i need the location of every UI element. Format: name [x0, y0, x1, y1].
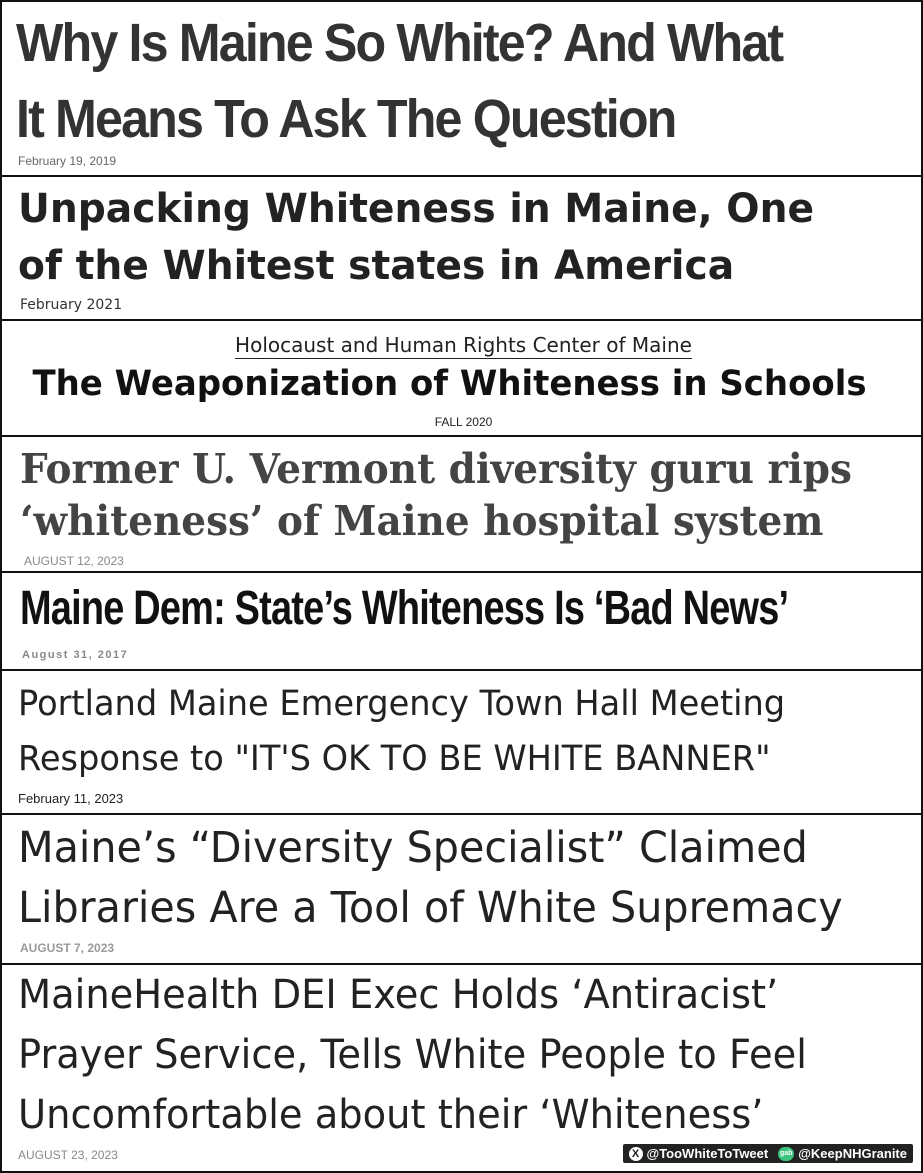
headline-text: MaineHealth DEI Exec Holds ‘Antiracist’ — [18, 972, 779, 1018]
headline-date: February 2021 — [20, 297, 123, 313]
headline-text: Libraries Are a Tool of White Supremacy — [18, 883, 843, 933]
gab-handle: @KeepNHGranite — [798, 1146, 907, 1161]
headline-date: AUGUST 7, 2023 — [20, 941, 115, 955]
x-logo-icon: X — [628, 1146, 643, 1161]
x-handle: @TooWhiteToTweet — [646, 1146, 769, 1161]
headline-text: Maine’s “Diversity Specialist” Claimed — [18, 823, 808, 873]
headline-text: Why Is Maine So White? And What — [16, 13, 784, 73]
headline-date: FALL 2020 — [434, 415, 493, 429]
headline-text: ‘whiteness’ of Maine hospital system — [20, 497, 824, 545]
headline-text: Uncomfortable about their ‘Whiteness’ — [18, 1092, 764, 1138]
social-handles-watermark: X @TooWhiteToTweet gab @KeepNHGranite — [622, 1144, 913, 1163]
headline-text: Former U. Vermont diversity guru rips — [20, 445, 852, 493]
headline-date: February 19, 2019 — [18, 154, 117, 168]
headline-text: of the Whitest states in America — [18, 243, 735, 289]
headline-card-5: Maine Dem: State’s Whiteness Is ‘Bad New… — [0, 571, 923, 671]
gab-logo-icon: gab — [778, 1146, 795, 1161]
source-name: Holocaust and Human Rights Center of Mai… — [2, 333, 921, 359]
headline-card-7: Maine’s “Diversity Specialist” Claimed L… — [0, 813, 923, 965]
headline-text: Response to "IT'S OK TO BE WHITE BANNER" — [18, 739, 771, 779]
headline-card-2: Unpacking Whiteness in Maine, One of the… — [0, 175, 923, 321]
headline-card-4: Former U. Vermont diversity guru rips ‘w… — [0, 435, 923, 573]
headline-card-6: Portland Maine Emergency Town Hall Meeti… — [0, 669, 923, 815]
headline-text: Unpacking Whiteness in Maine, One — [18, 186, 815, 232]
headline-card-3: Holocaust and Human Rights Center of Mai… — [0, 319, 923, 437]
headline-card-8: MaineHealth DEI Exec Holds ‘Antiracist’ … — [0, 963, 923, 1173]
headline-date: February 11, 2023 — [18, 791, 124, 806]
headline-text: It Means To Ask The Question — [16, 89, 677, 149]
headline-text: Prayer Service, Tells White People to Fe… — [18, 1032, 807, 1078]
headline-card-1: Why Is Maine So White? And What It Means… — [0, 0, 923, 177]
headline-text: The Weaponization of Whiteness in School… — [32, 364, 867, 404]
headline-text: Portland Maine Emergency Town Hall Meeti… — [18, 684, 786, 724]
headline-text: Maine Dem: State’s Whiteness Is ‘Bad New… — [20, 582, 789, 635]
headline-date: August 31, 2017 — [22, 649, 129, 661]
headline-date: AUGUST 12, 2023 — [24, 554, 124, 568]
headline-date: AUGUST 23, 2023 — [18, 1148, 118, 1162]
source-name-text: Holocaust and Human Rights Center of Mai… — [235, 333, 692, 359]
